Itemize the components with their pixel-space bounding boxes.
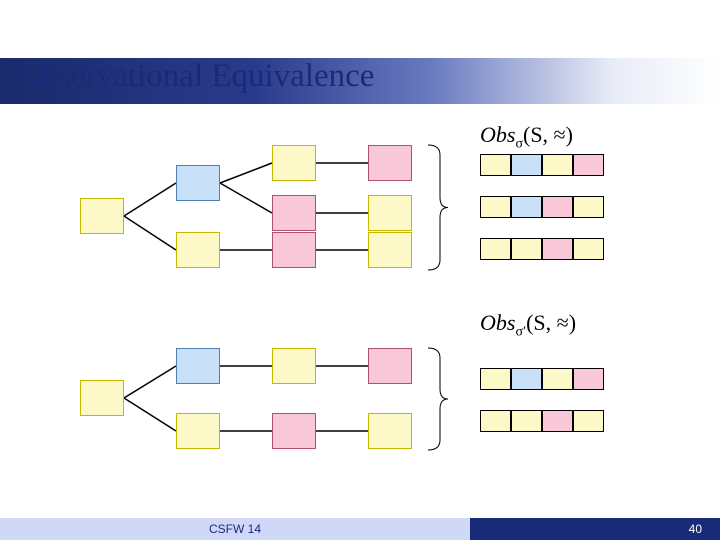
tree1-lo_a2: [368, 232, 412, 268]
obs1-label: Obsσ(S, ≈): [480, 122, 573, 152]
obs1-seq-row1-cell3: [573, 196, 604, 218]
obs1-seq-row0-cell2: [542, 154, 573, 176]
obs1-seq-row1-cell0: [480, 196, 511, 218]
slide: Observational Equivalence Obsσ(S, ≈) Obs…: [0, 0, 720, 540]
obs2-seq-row1-cell3: [573, 410, 604, 432]
tree1-up_a: [272, 145, 316, 181]
obs1-seq-row1-cell2: [542, 196, 573, 218]
obs1-seq-row1-cell1: [511, 196, 542, 218]
obs2-seq-row0-cell0: [480, 368, 511, 390]
obs2-seq-row1-cell0: [480, 410, 511, 432]
obs2-seq-row0-cell2: [542, 368, 573, 390]
tree2-upper1: [176, 348, 220, 384]
obs1-seq-row0-cell3: [573, 154, 604, 176]
obs2-label: Obsσ′(S, ≈): [480, 310, 576, 340]
tree2-up_a2: [368, 348, 412, 384]
slide-title: Observational Equivalence: [18, 58, 374, 95]
tree1-lower1: [176, 232, 220, 268]
obs1-seq-row2-cell2: [542, 238, 573, 260]
tree1-up_b: [272, 195, 316, 231]
obs1-seq-row2-cell0: [480, 238, 511, 260]
obs1-seq-row2-cell1: [511, 238, 542, 260]
tree1-root: [80, 198, 124, 234]
tree2-up_a: [272, 348, 316, 384]
tree1-up_a2: [368, 145, 412, 181]
tree2-root: [80, 380, 124, 416]
tree2-lower1: [176, 413, 220, 449]
obs2-seq-row1-cell2: [542, 410, 573, 432]
tree2-lo_a2: [368, 413, 412, 449]
obs2-seq-row0-cell1: [511, 368, 542, 390]
obs1-seq-row0-cell0: [480, 154, 511, 176]
obs1-seq-row2-cell3: [573, 238, 604, 260]
tree1-lo_a: [272, 232, 316, 268]
obs2-seq-row1-cell1: [511, 410, 542, 432]
obs2-seq-row0-cell3: [573, 368, 604, 390]
tree1-up_b2: [368, 195, 412, 231]
footer-left: CSFW 14: [0, 518, 470, 540]
tree1-upper1: [176, 165, 220, 201]
tree2-lo_a: [272, 413, 316, 449]
obs1-seq-row0-cell1: [511, 154, 542, 176]
footer-right: 40: [470, 518, 720, 540]
